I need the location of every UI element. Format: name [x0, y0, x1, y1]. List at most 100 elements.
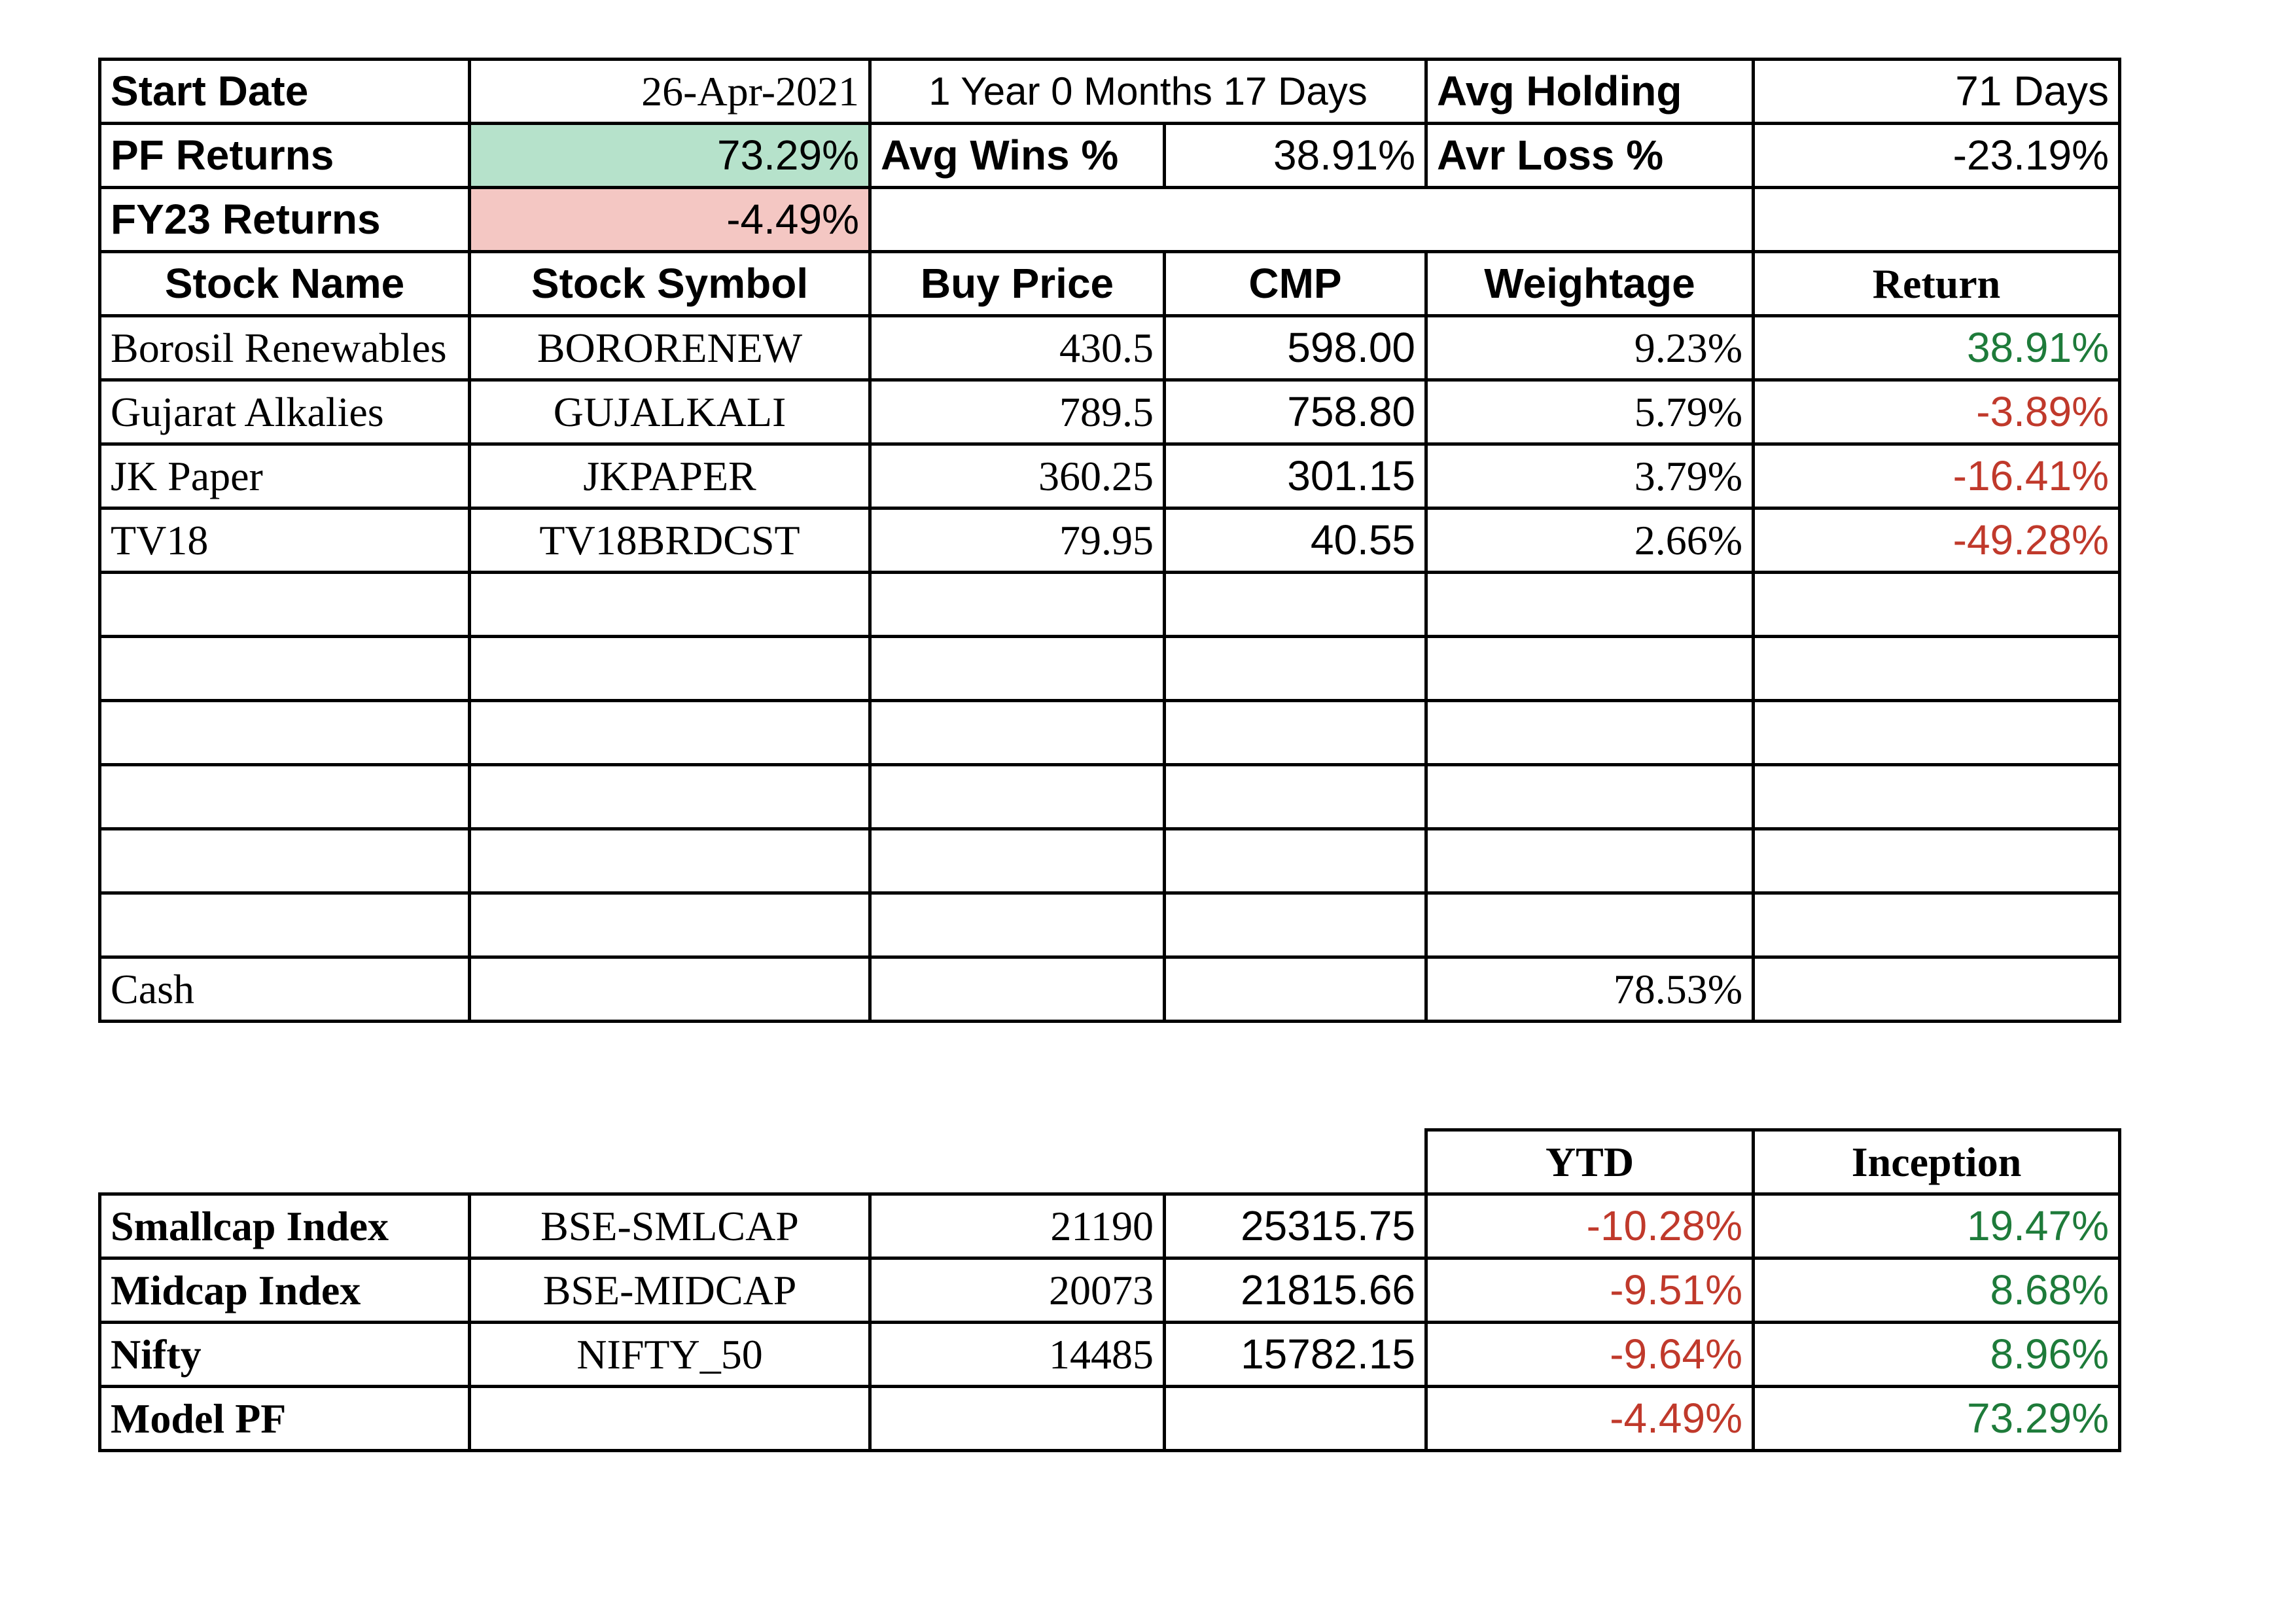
empty-cell[interactable] — [1752, 571, 2121, 638]
cmp-cell[interactable]: 301.15 — [1163, 442, 1428, 510]
empty-cell[interactable] — [1752, 699, 2121, 766]
buy-price-cell[interactable]: 360.25 — [868, 442, 1166, 510]
avg-loss-value[interactable]: -23.19% — [1752, 122, 2121, 189]
avg-wins-value[interactable]: 38.91% — [1163, 122, 1428, 189]
empty-cell[interactable] — [1163, 955, 1428, 1023]
return-cell[interactable]: -49.28% — [1752, 507, 2121, 574]
empty-cell[interactable] — [868, 699, 1166, 766]
empty-cell[interactable] — [1424, 891, 1755, 959]
table-row: Midcap Index BSE-MIDCAP 20073 21815.66 -… — [98, 1257, 2121, 1324]
empty-cell[interactable] — [1752, 186, 2121, 253]
ytd-cell[interactable]: -10.28% — [1424, 1192, 1755, 1260]
empty-cell[interactable] — [868, 635, 1166, 702]
empty-cell[interactable] — [468, 827, 872, 895]
buy-price-cell[interactable]: 430.5 — [868, 314, 1166, 382]
pf-returns-value[interactable]: 73.29% — [468, 122, 872, 189]
empty-cell[interactable] — [1163, 891, 1428, 959]
index-current-cell[interactable]: 25315.75 — [1163, 1192, 1428, 1260]
empty-cell[interactable] — [1163, 699, 1428, 766]
empty-cell[interactable] — [868, 763, 1166, 830]
stock-name-cell[interactable]: TV18 — [98, 507, 471, 574]
index-name-cell[interactable]: Model PF — [98, 1385, 471, 1452]
inception-cell[interactable]: 73.29% — [1752, 1385, 2121, 1452]
stock-name-cell[interactable]: Borosil Renewables — [98, 314, 471, 382]
cmp-cell[interactable]: 598.00 — [1163, 314, 1428, 382]
index-base-cell[interactable]: 21190 — [868, 1192, 1166, 1260]
cmp-cell[interactable]: 758.80 — [1163, 378, 1428, 446]
index-symbol-cell[interactable]: BSE-MIDCAP — [468, 1257, 872, 1324]
empty-cell[interactable] — [1163, 827, 1428, 895]
empty-cell[interactable] — [1752, 891, 2121, 959]
weightage-cell[interactable]: 9.23% — [1424, 314, 1755, 382]
empty-cell[interactable] — [1163, 635, 1428, 702]
stock-symbol-cell[interactable]: TV18BRDCST — [468, 507, 872, 574]
cash-label[interactable]: Cash — [98, 955, 471, 1023]
empty-cell[interactable] — [98, 827, 471, 895]
ytd-cell[interactable]: -9.64% — [1424, 1321, 1755, 1388]
empty-cell[interactable] — [468, 635, 872, 702]
index-symbol-cell[interactable] — [468, 1385, 872, 1452]
start-date-value[interactable]: 26-Apr-2021 — [468, 58, 872, 125]
index-base-cell[interactable]: 20073 — [868, 1257, 1166, 1324]
empty-cell[interactable] — [1752, 955, 2121, 1023]
empty-cell[interactable] — [98, 763, 471, 830]
empty-cell[interactable] — [1752, 635, 2121, 702]
empty-cell[interactable] — [468, 891, 872, 959]
empty-cell[interactable] — [98, 699, 471, 766]
empty-cell[interactable] — [1163, 571, 1428, 638]
duration-value[interactable]: 1 Year 0 Months 17 Days — [868, 58, 1428, 125]
empty-cell[interactable] — [468, 955, 872, 1023]
return-cell[interactable]: -16.41% — [1752, 442, 2121, 510]
fy23-returns-value[interactable]: -4.49% — [468, 186, 872, 253]
buy-price-cell[interactable]: 79.95 — [868, 507, 1166, 574]
empty-cell[interactable] — [98, 635, 471, 702]
buy-price-cell[interactable]: 789.5 — [868, 378, 1166, 446]
empty-cell[interactable] — [468, 763, 872, 830]
ytd-cell[interactable]: -9.51% — [1424, 1257, 1755, 1324]
empty-cell[interactable] — [868, 186, 1755, 253]
index-current-cell[interactable]: 15782.15 — [1163, 1321, 1428, 1388]
cmp-cell[interactable]: 40.55 — [1163, 507, 1428, 574]
index-base-cell[interactable] — [868, 1385, 1166, 1452]
empty-cell[interactable] — [1424, 763, 1755, 830]
index-symbol-cell[interactable]: BSE-SMLCAP — [468, 1192, 872, 1260]
weightage-cell[interactable]: 3.79% — [1424, 442, 1755, 510]
index-current-cell[interactable]: 21815.66 — [1163, 1257, 1428, 1324]
index-base-cell[interactable]: 14485 — [868, 1321, 1166, 1388]
empty-cell[interactable] — [468, 571, 872, 638]
empty-cell[interactable] — [1424, 699, 1755, 766]
index-name-cell[interactable]: Smallcap Index — [98, 1192, 471, 1260]
cash-weightage[interactable]: 78.53% — [1424, 955, 1755, 1023]
index-current-cell[interactable] — [1163, 1385, 1428, 1452]
avg-holding-value[interactable]: 71 Days — [1752, 58, 2121, 125]
empty-cell[interactable] — [868, 891, 1166, 959]
stock-name-cell[interactable]: JK Paper — [98, 442, 471, 510]
weightage-cell[interactable]: 2.66% — [1424, 507, 1755, 574]
empty-cell[interactable] — [1163, 763, 1428, 830]
ytd-cell[interactable]: -4.49% — [1424, 1385, 1755, 1452]
empty-cell[interactable] — [1424, 635, 1755, 702]
return-cell[interactable]: -3.89% — [1752, 378, 2121, 446]
empty-cell[interactable] — [1752, 763, 2121, 830]
empty-cell[interactable] — [98, 571, 471, 638]
empty-cell[interactable] — [98, 891, 471, 959]
inception-cell[interactable]: 8.68% — [1752, 1257, 2121, 1324]
empty-cell[interactable] — [1424, 827, 1755, 895]
empty-cell[interactable] — [868, 571, 1166, 638]
stock-symbol-cell[interactable]: GUJALKALI — [468, 378, 872, 446]
inception-cell[interactable]: 19.47% — [1752, 1192, 2121, 1260]
stock-name-cell[interactable]: Gujarat Alkalies — [98, 378, 471, 446]
empty-cell[interactable] — [868, 827, 1166, 895]
index-name-cell[interactable]: Midcap Index — [98, 1257, 471, 1324]
index-symbol-cell[interactable]: NIFTY_50 — [468, 1321, 872, 1388]
empty-cell[interactable] — [468, 699, 872, 766]
index-name-cell[interactable]: Nifty — [98, 1321, 471, 1388]
stock-symbol-cell[interactable]: BORORENEW — [468, 314, 872, 382]
weightage-cell[interactable]: 5.79% — [1424, 378, 1755, 446]
stock-symbol-cell[interactable]: JKPAPER — [468, 442, 872, 510]
return-cell[interactable]: 38.91% — [1752, 314, 2121, 382]
empty-cell[interactable] — [1752, 827, 2121, 895]
empty-cell[interactable] — [1424, 571, 1755, 638]
inception-cell[interactable]: 8.96% — [1752, 1321, 2121, 1388]
empty-cell[interactable] — [868, 955, 1166, 1023]
